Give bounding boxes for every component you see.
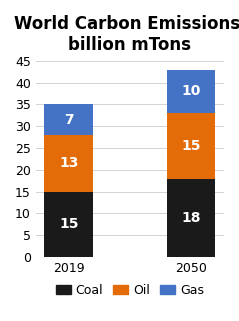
Title: World Carbon Emissions,
billion mTons: World Carbon Emissions, billion mTons	[14, 15, 239, 54]
Text: 15: 15	[181, 139, 201, 153]
Bar	[44, 192, 93, 257]
Legend: Coal, Oil, Gas: Coal, Oil, Gas	[51, 279, 209, 302]
Bar	[167, 113, 215, 178]
Bar	[167, 70, 215, 113]
Text: 15: 15	[59, 217, 78, 231]
Text: 13: 13	[59, 156, 78, 170]
Bar	[167, 178, 215, 257]
Bar	[44, 104, 93, 135]
Text: 7: 7	[64, 113, 74, 127]
Text: 10: 10	[181, 84, 201, 99]
Text: 18: 18	[181, 211, 201, 225]
Bar	[44, 135, 93, 192]
